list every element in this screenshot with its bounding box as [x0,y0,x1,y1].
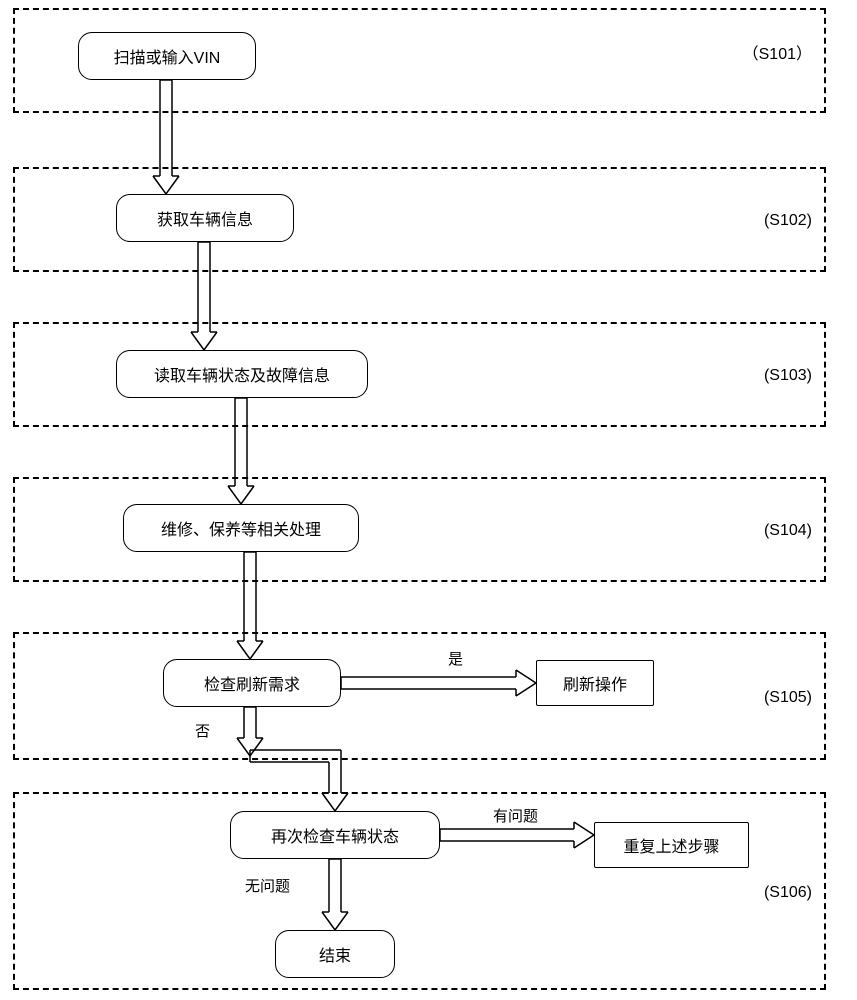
edge-label-el1: 是 [448,648,463,669]
edge-label-el4: 无问题 [245,875,290,896]
arrow-pa1 [0,0,857,1000]
edge-label-el3: 有问题 [493,805,538,826]
edge-label-el2: 否 [195,720,210,741]
